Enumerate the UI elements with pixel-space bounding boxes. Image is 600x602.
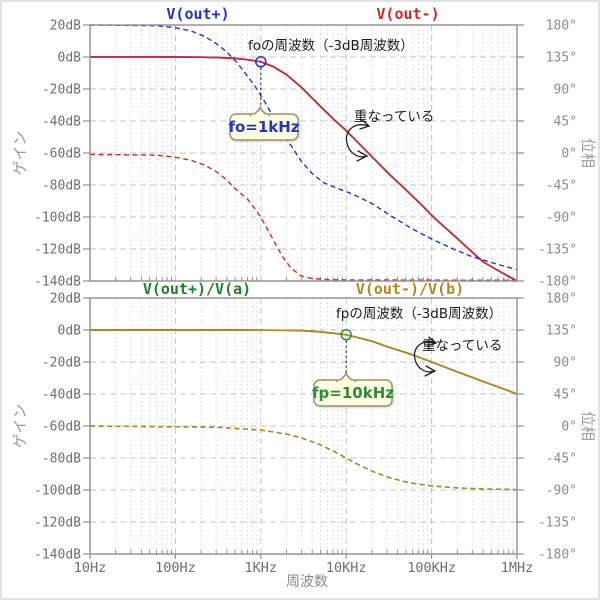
series-V(out-)phase xyxy=(89,153,518,281)
cutoff-marker-circle xyxy=(340,329,352,341)
fo-callout-text: fo=1kHz xyxy=(228,118,299,136)
ytick-label-left: 20dB xyxy=(50,19,81,34)
ytick-label-left: -80dB xyxy=(42,452,81,467)
ytick-label-left: -40dB xyxy=(42,115,81,130)
series-V(out-)gain xyxy=(90,56,518,282)
panel2-title-voutplus-va: V(out+)/V(a) xyxy=(143,280,251,298)
xaxis-label-frequency: 周波数 xyxy=(286,574,328,590)
series-V(out-)/V(b)gain xyxy=(90,329,518,395)
ytick-label-left: -120dB xyxy=(34,243,81,258)
ytick-label-right: 180° xyxy=(546,19,577,34)
ytick-label-right: -135° xyxy=(538,243,577,258)
panel2-yaxis-label-gain: ゲイン xyxy=(11,404,29,449)
ytick-label-left: -140dB xyxy=(34,548,81,563)
panel2-yaxis-label-phase: 位相 xyxy=(579,411,597,441)
ytick-label-left: -40dB xyxy=(42,388,81,403)
ytick-label-right: -180° xyxy=(538,275,577,290)
panel1-overlap-note: 重なっている xyxy=(354,109,434,125)
panel2: 20dB 180° 0dB 135° -20dB 90° -40dB 45° -60dB 0° -8… xyxy=(34,292,577,577)
xtick-label: 100Hz xyxy=(155,560,196,576)
series-V(out+)phase xyxy=(89,24,518,271)
xtick-label: 100KHz xyxy=(407,560,456,576)
ytick-label-left: -60dB xyxy=(42,420,81,435)
ytick-label-left: -20dB xyxy=(42,356,81,371)
ytick-label-right: 135° xyxy=(546,324,577,339)
panel2-cutoff-annotation: fpの周波数（-3dB周波数） xyxy=(336,306,502,322)
ytick-label-right: 180° xyxy=(546,292,577,307)
ytick-label-right: 90° xyxy=(554,83,577,98)
panel2-title-voutminus-vb: V(out-)/V(b) xyxy=(356,280,464,298)
panel1-title-vout-plus: V(out+) xyxy=(166,5,229,23)
ytick-label-left: -80dB xyxy=(42,179,81,194)
ytick-label-left: 0dB xyxy=(58,51,82,66)
ytick-label-right: 90° xyxy=(554,356,577,371)
panel1-cutoff-annotation: foの周波数（-3dB周波数） xyxy=(248,38,414,54)
panel1-yaxis-label-phase: 位相 xyxy=(579,138,597,168)
xtick-label: 1KHz xyxy=(245,560,278,576)
ytick-label-right: -45° xyxy=(546,179,577,194)
xtick-label: 10KHz xyxy=(326,560,367,576)
ytick-label-right: 45° xyxy=(554,115,577,130)
ytick-label-right: 0° xyxy=(561,147,577,162)
ytick-label-left: -60dB xyxy=(42,147,81,162)
ytick-label-left: -120dB xyxy=(34,516,81,531)
xtick-label: 10Hz xyxy=(74,560,107,576)
render-layer: 20dB 180° 0dB 135° -20dB 90° -40dB 45° -60dB 0° -8… xyxy=(34,19,577,577)
ytick-label-left: -140dB xyxy=(34,275,81,290)
ytick-label-right: -180° xyxy=(538,548,577,563)
ytick-label-right: -45° xyxy=(546,452,577,467)
fp-callout: fp=10kHz xyxy=(312,371,394,407)
series-V(out-)/V(b)phase xyxy=(89,425,518,491)
ytick-label-right: -90° xyxy=(546,484,577,499)
xtick-label: 1MHz xyxy=(501,560,534,576)
panel1: 20dB 180° 0dB 135° -20dB 90° -40dB 45° -60dB 0° -8… xyxy=(34,19,577,290)
ytick-label-right: 45° xyxy=(554,388,577,403)
ytick-label-left: -20dB xyxy=(42,83,81,98)
ytick-label-left: 0dB xyxy=(58,324,82,339)
fo-callout: fo=1kHz xyxy=(228,105,300,141)
ytick-label-left: 20dB xyxy=(50,292,81,307)
ytick-label-right: -135° xyxy=(538,516,577,531)
ytick-label-right: -90° xyxy=(546,211,577,226)
ytick-label-left: -100dB xyxy=(34,211,81,226)
fp-callout-text: fp=10kHz xyxy=(312,384,394,402)
ytick-label-right: 135° xyxy=(546,51,577,66)
panel2-overlap-arrow-doodle xyxy=(413,336,438,377)
panel1-title-vout-minus: V(out-) xyxy=(376,5,439,23)
panel2-overlap-note: 重なっている xyxy=(422,338,502,354)
panel1-yaxis-label-gain: ゲイン xyxy=(11,131,29,176)
ytick-label-left: -100dB xyxy=(34,484,81,499)
panel1-overlap-arrow-doodle xyxy=(345,119,371,162)
cutoff-marker-circle xyxy=(255,56,267,68)
ytick-label-right: 0° xyxy=(561,420,577,435)
